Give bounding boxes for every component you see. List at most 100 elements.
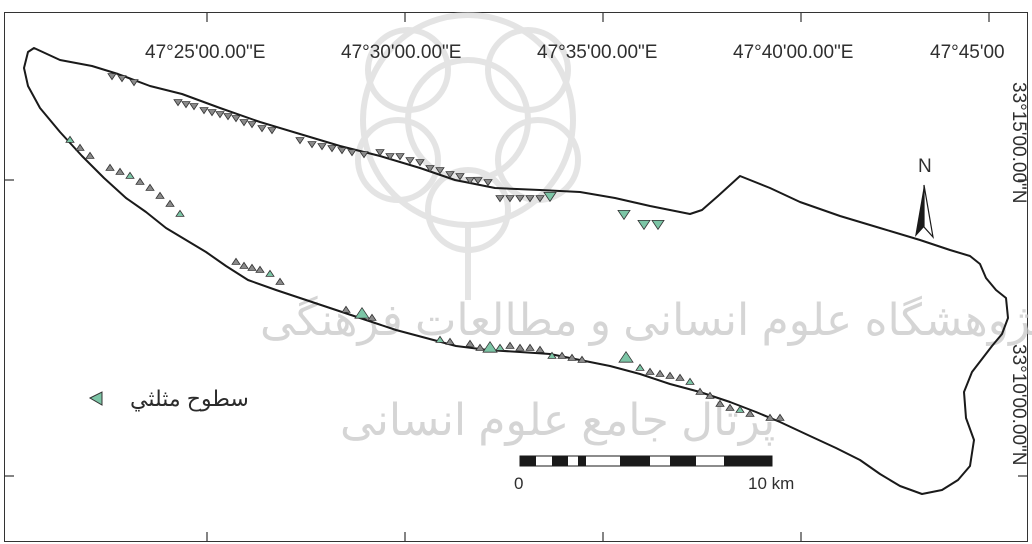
triangle-marker-icon (181, 101, 191, 109)
triangle-marker-icon (445, 171, 455, 179)
triangle-marker-icon (173, 99, 183, 107)
triangle-marker-icon (341, 305, 351, 313)
triangle-marker-icon (199, 107, 209, 115)
longitude-label-4: 47°40'00.00"E (733, 42, 854, 63)
triangle-marker-icon (505, 195, 515, 203)
triangle-marker-icon (189, 103, 199, 111)
triangle-marker-icon (337, 147, 347, 155)
triangle-marker-icon (75, 143, 85, 151)
triangle-marker-icon (775, 413, 785, 421)
triangle-marker-icon (515, 195, 525, 203)
triangle-marker-icon (257, 125, 267, 133)
triangle-marker-icon (107, 73, 117, 81)
triangle-marker-icon (765, 413, 775, 421)
triangle-marker-icon (675, 373, 685, 381)
triangle-marker-icon (129, 79, 139, 87)
triangle-marker-icon (482, 340, 498, 353)
triangle-marker-icon (117, 75, 127, 83)
triangle-marker-icon (567, 353, 577, 361)
triangle-marker-icon (425, 165, 435, 173)
longitude-label-2: 47°30'00.00"E (341, 42, 462, 63)
triangle-marker-icon (547, 351, 557, 359)
triangle-marker-icon (465, 339, 475, 347)
triangle-marker-icon (695, 387, 705, 395)
longitude-label-1: 47°25'00.00"E (145, 42, 266, 63)
scale-end-label: 10 km (748, 474, 795, 493)
triangle-marker-icon (455, 173, 465, 181)
triangle-marker-icon (618, 350, 634, 363)
triangle-marker-icon (483, 179, 493, 187)
triangle-marker-icon (495, 195, 505, 203)
triangle-marker-icon (645, 367, 655, 375)
longitude-label-5: 47°45'00 (930, 42, 1005, 63)
legend-triangle-marker-icon (88, 391, 103, 406)
triangle-marker-icon (535, 195, 545, 203)
north-arrow-icon (915, 184, 934, 239)
triangle-marker-icon (475, 343, 485, 351)
triangle-marker-icon (505, 341, 515, 349)
triangle-marker-icon (651, 220, 665, 231)
triangle-marker-icon (267, 127, 277, 135)
triangle-marker-icon (473, 177, 483, 185)
triangle-marker-icon (145, 183, 155, 191)
triangle-marker-icon (255, 265, 265, 273)
triangle-marker-icon (515, 343, 525, 351)
watermark-line-2: پرتال جامع علوم انسانی (340, 396, 776, 445)
triangle-marker-icon (207, 109, 217, 117)
triangle-marker-icon (435, 335, 445, 343)
legend-label: سطوح مثلثي (130, 386, 249, 411)
scale-start-label: 0 (514, 474, 524, 493)
triangle-marker-icon (65, 135, 75, 143)
triangle-marker-icon (745, 409, 755, 417)
longitude-label-3: 47°35'00.00"E (537, 42, 658, 63)
triangle-marker-icon (125, 171, 135, 179)
triangle-marker-icon (354, 306, 370, 319)
triangle-marker-icon (347, 149, 357, 157)
triangle-marker-icon (685, 377, 695, 385)
triangle-marker-icon (525, 343, 535, 351)
triangle-marker-icon (317, 143, 327, 151)
map-frame (4, 12, 1028, 542)
triangle-marker-icon (375, 149, 385, 157)
triangle-marker-icon (165, 199, 175, 207)
triangle-marker-icon (715, 399, 725, 407)
triangle-marker-icon (535, 345, 545, 353)
triangle-marker-icon (359, 151, 369, 159)
triangle-marker-icon (635, 363, 645, 371)
triangle-marker-icon (247, 121, 257, 129)
triangle-markers (65, 73, 785, 421)
triangle-marker-icon (637, 220, 651, 231)
triangle-marker-icon (543, 192, 557, 203)
triangle-marker-icon (655, 369, 665, 377)
triangle-marker-icon (735, 405, 745, 413)
triangle-marker-icon (557, 351, 567, 359)
triangle-marker-icon (435, 167, 445, 175)
triangle-marker-icon (367, 313, 377, 321)
north-label: N (918, 156, 932, 177)
watermark-line-1: پژوهشگاه علوم انسانی و مطالعات فرهنگی (260, 296, 1032, 345)
triangle-marker-icon (231, 115, 241, 123)
triangle-marker-icon (385, 153, 395, 161)
study-area-boundary (23, 47, 1009, 495)
triangle-marker-icon (275, 277, 285, 285)
triangle-marker-icon (175, 209, 185, 217)
triangle-marker-icon (577, 355, 587, 363)
triangle-marker-icon (327, 145, 337, 153)
triangle-marker-icon (665, 371, 675, 379)
triangle-marker-icon (525, 195, 535, 203)
triangle-marker-icon (295, 137, 305, 145)
triangle-marker-icon (705, 391, 715, 399)
triangle-marker-icon (465, 177, 475, 185)
triangle-marker-icon (405, 157, 415, 165)
triangle-marker-icon (85, 151, 95, 159)
triangle-marker-icon (215, 111, 225, 119)
triangle-marker-icon (415, 159, 425, 167)
triangle-marker-icon (239, 119, 249, 127)
triangle-marker-icon (395, 153, 405, 161)
triangle-marker-icon (495, 343, 505, 351)
triangle-marker-icon (247, 263, 257, 271)
scale-bar (519, 455, 773, 467)
triangle-marker-icon (115, 167, 125, 175)
triangle-marker-icon (445, 337, 455, 345)
